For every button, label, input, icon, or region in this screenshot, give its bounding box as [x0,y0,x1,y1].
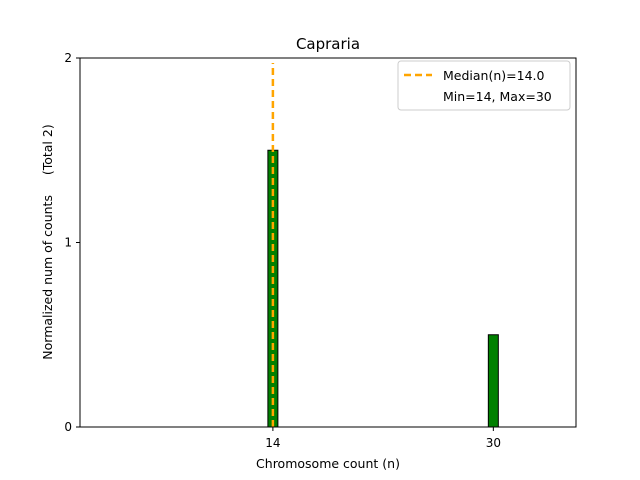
y-tick-label-0: 0 [64,420,72,434]
x-tick-label-30: 30 [486,436,501,450]
chart-title: Capraria [296,35,360,53]
legend: Median(n)=14.0 Min=14, Max=30 [397,60,571,111]
legend-frame [397,60,571,111]
bar-30 [487,334,499,428]
y-tick-label-1: 1 [64,236,72,250]
x-tick-label-14: 14 [265,436,280,450]
y-tick-label-2: 2 [64,51,72,65]
x-axis-label: Chromosome count (n) [256,456,400,471]
legend-range-label: Min=14, Max=30 [443,89,552,104]
x-axis: 14 30 [265,427,501,450]
y-axis-label: Normalized num of counts (Total 2) [40,124,55,359]
y-axis: 0 1 2 [64,51,80,434]
legend-median-label: Median(n)=14.0 [443,68,544,83]
